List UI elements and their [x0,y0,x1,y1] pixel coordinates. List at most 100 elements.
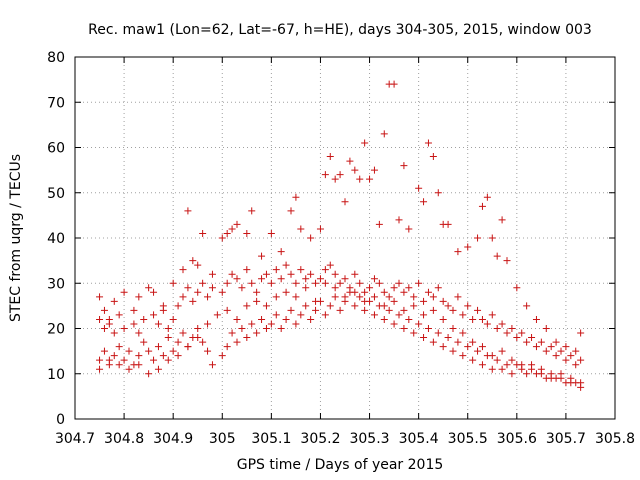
data-point [336,279,344,287]
data-point [272,293,280,301]
data-point [326,261,334,269]
data-point [366,284,374,292]
data-point [444,302,452,310]
data-point [312,306,320,314]
data-point [464,343,472,351]
data-point [233,275,241,283]
x-tick-label: 305.7 [546,431,586,447]
data-point [434,284,442,292]
data-point [469,315,477,323]
data-point [434,329,442,337]
data-point [223,279,231,287]
data-point [370,166,378,174]
data-point [351,288,359,296]
data-point [297,266,305,274]
data-point [429,153,437,161]
x-tick-label: 305 [209,431,236,447]
data-point [351,270,359,278]
data-point [238,284,246,292]
data-point [454,293,462,301]
data-point [96,293,104,301]
data-point [356,279,364,287]
data-point [272,266,280,274]
data-point [532,315,540,323]
data-point [523,302,531,310]
data-point [105,320,113,328]
data-point [277,275,285,283]
data-point [169,315,177,323]
data-point [135,361,143,369]
data-point [424,325,432,332]
data-point [547,343,555,351]
data-point [380,302,388,310]
data-point [454,338,462,346]
data-point [400,288,408,296]
data-point [302,284,310,292]
data-point [194,334,202,342]
chart-title: Rec. maw1 (Lon=62, Lat=-67, h=HE), days … [88,22,592,38]
axis-ticks [74,56,616,420]
data-point [321,171,329,179]
data-point [316,225,324,233]
data-point [307,270,315,278]
data-point [292,320,300,328]
data-point [292,293,300,301]
data-point [105,356,113,364]
data-point [346,157,354,165]
data-point [223,306,231,314]
data-point [577,329,585,337]
data-point [100,306,108,314]
data-point [287,207,295,215]
data-point [385,293,393,301]
data-point [307,234,315,242]
data-point [174,352,182,360]
data-point [508,370,516,378]
data-point [120,288,128,296]
data-point [562,343,570,351]
data-point [238,325,246,332]
data-point [174,302,182,310]
data-point [405,225,413,233]
data-point [508,356,516,364]
data-point [366,175,374,183]
data-point [135,293,143,301]
data-point [184,207,192,215]
data-point [204,347,212,355]
data-point [528,365,536,373]
x-tick-label: 305.4 [399,431,439,447]
data-point [321,279,329,287]
data-point [115,361,123,369]
data-point [547,374,555,382]
data-point [410,302,418,310]
data-point [390,284,398,292]
data-point [100,325,108,332]
data-point [258,252,266,260]
data-point [518,361,526,369]
data-point [233,315,241,323]
data-point [572,361,580,369]
data-point [253,329,261,337]
data-point [513,284,521,292]
data-point [228,270,236,278]
data-point [429,306,437,314]
data-point [361,306,369,314]
data-point [262,270,270,278]
data-point [164,334,172,342]
data-point [145,284,153,292]
data-point [292,279,300,287]
x-tick-labels: 304.7 304.8 304.9 305 305.1 305.2 305.3 305.4 30… [55,431,635,447]
data-point [361,288,369,296]
data-point [100,347,108,355]
data-point [223,343,231,351]
y-tick-label: 40 [47,231,65,247]
data-point [110,329,118,337]
data-point [110,352,118,360]
data-point [420,198,428,206]
data-point [370,275,378,283]
y-tick-label: 50 [47,186,65,202]
data-point [424,288,432,296]
data-point [488,352,496,360]
data-points [96,80,585,391]
data-point [287,306,295,314]
